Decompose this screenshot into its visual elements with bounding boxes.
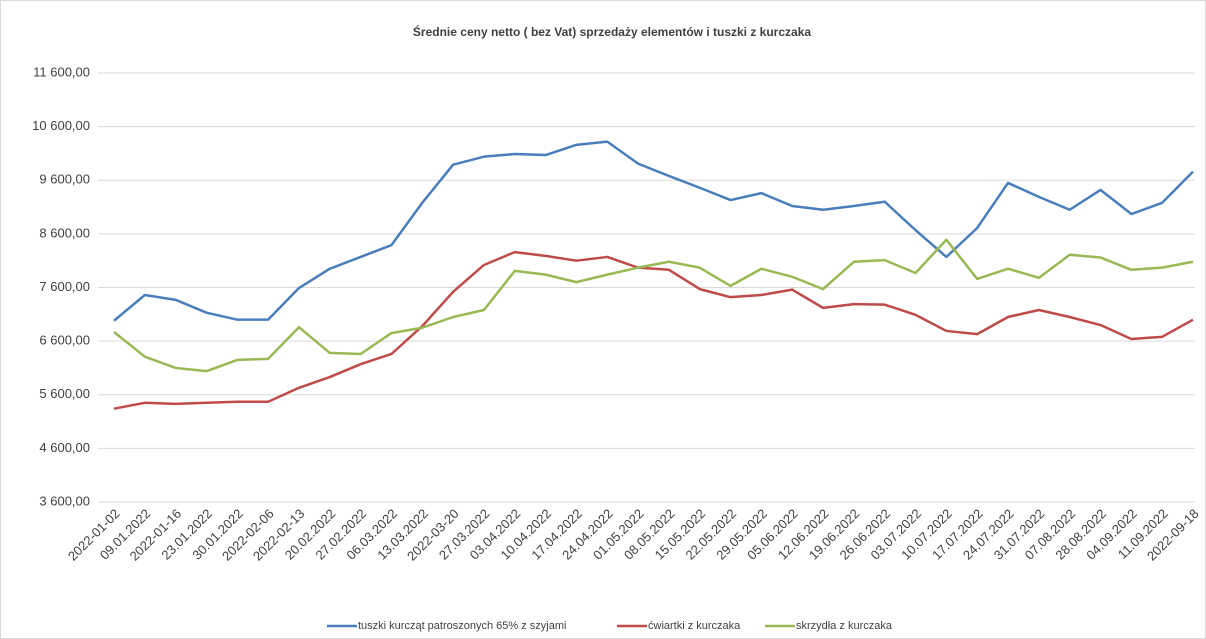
legend-label: skrzydła z kurczaka [796, 620, 893, 632]
y-tick-label: 8 600,00 [39, 225, 90, 240]
y-tick-label: 4 600,00 [39, 440, 90, 455]
line-series [113, 238, 1194, 373]
y-tick-label: 9 600,00 [39, 172, 90, 187]
y-tick-label: 11 600,00 [33, 64, 90, 79]
y-tick-label: 7 600,00 [39, 279, 90, 294]
y-tick-label: 10 600,00 [32, 118, 90, 133]
y-tick-label: 3 600,00 [39, 493, 90, 508]
line-series [113, 250, 1194, 410]
line-series [113, 140, 1194, 322]
chart-title: Średnie ceny netto ( bez Vat) sprzedaży … [413, 24, 811, 39]
y-tick-label: 5 600,00 [39, 386, 90, 401]
legend-label: ćwiartki z kurczaka [648, 620, 741, 632]
y-tick-label: 6 600,00 [39, 333, 90, 348]
legend-label: tuszki kurcząt patroszonych 65% z szyjam… [358, 620, 566, 632]
